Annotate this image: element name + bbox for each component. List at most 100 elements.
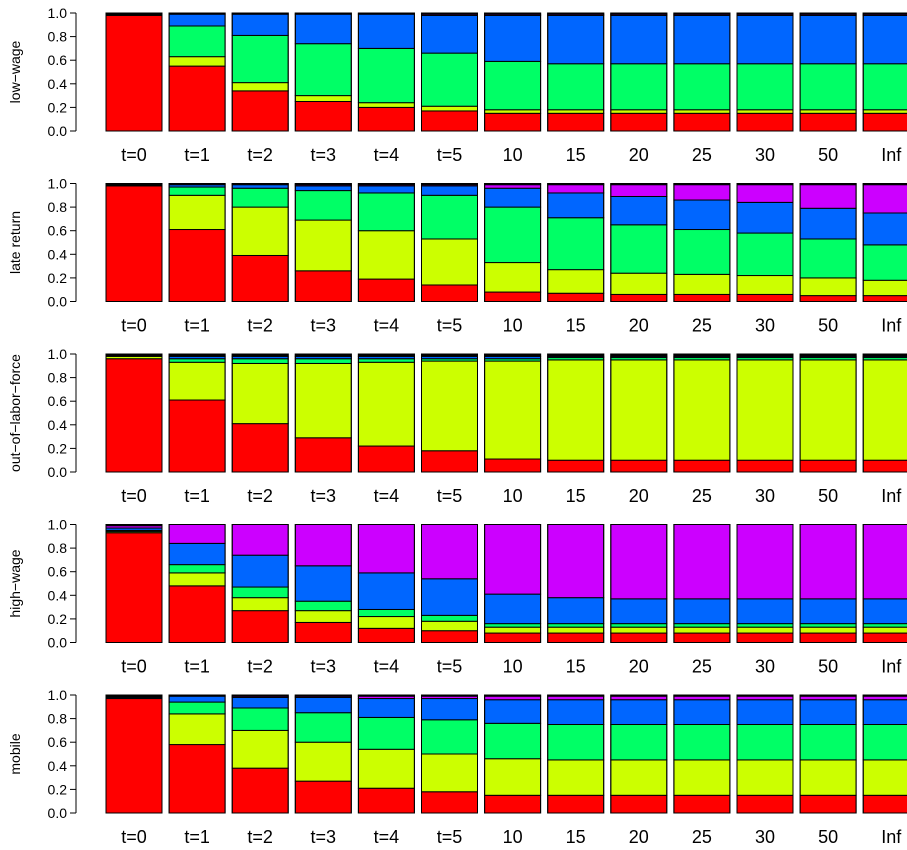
bar-segment <box>421 185 478 196</box>
bar-outline <box>610 353 668 473</box>
bar-segment <box>799 14 857 65</box>
y-tick-label: 0.0 <box>48 805 68 821</box>
bar-segment <box>862 295 907 303</box>
bar-segment <box>484 695 542 701</box>
x-category-label: t=1 <box>184 827 210 847</box>
y-tick-label: 1.0 <box>48 176 68 192</box>
bar-segment <box>421 450 478 473</box>
y-tick-label: 0.8 <box>48 711 68 727</box>
bar-segment <box>357 358 415 363</box>
bar-segment <box>231 586 289 599</box>
bar-segment <box>862 794 907 814</box>
y-tick-label: 0.2 <box>48 270 68 286</box>
bar-segment <box>231 184 289 189</box>
bar-outline <box>357 353 415 473</box>
bar-outline <box>862 183 907 302</box>
bar-segment <box>231 187 289 208</box>
bar-outline <box>610 694 668 814</box>
bar-segment <box>799 207 857 240</box>
x-category-label: 25 <box>692 486 712 506</box>
bar-segment <box>168 564 226 574</box>
x-category-label: t=0 <box>121 657 147 677</box>
y-tick-label: 0.4 <box>48 417 68 433</box>
bar-segment <box>231 767 289 814</box>
x-category-label: t=1 <box>184 486 210 506</box>
bar-segment <box>484 626 542 634</box>
bar-segment <box>421 578 478 616</box>
y-axis-title: late return <box>7 211 23 274</box>
x-category-label: t=5 <box>437 827 463 847</box>
bar-outline <box>105 353 163 473</box>
y-tick-label: 0.4 <box>48 246 68 262</box>
bar-segment <box>547 724 605 761</box>
bar-segment <box>673 112 731 132</box>
bar-segment <box>673 14 731 65</box>
bar-segment <box>294 362 352 439</box>
bar-segment <box>673 724 731 761</box>
x-category-label: Inf <box>881 145 902 165</box>
bar-outline <box>673 694 731 814</box>
bar-segment <box>736 632 794 643</box>
bar-segment <box>231 90 289 132</box>
bar-segment <box>799 632 857 643</box>
bar-segment <box>673 273 731 295</box>
bar-segment <box>673 229 731 275</box>
bar-segment <box>231 206 289 256</box>
bar-segment <box>105 185 163 302</box>
y-tick-label: 0.2 <box>48 99 68 115</box>
bar-segment <box>231 597 289 612</box>
bar-segment <box>610 695 668 701</box>
x-category-label: 15 <box>566 486 586 506</box>
bar-segment <box>547 192 605 219</box>
bar-segment <box>862 459 907 473</box>
bar-segment <box>610 272 668 295</box>
bar-outline <box>231 183 289 302</box>
y-tick-label: 0.0 <box>48 294 68 310</box>
y-tick-label: 0.2 <box>48 781 68 797</box>
bar-outline <box>547 353 605 473</box>
bar-segment <box>799 184 857 209</box>
x-category-label: 25 <box>692 827 712 847</box>
bar-segment <box>294 358 352 364</box>
bar-segment <box>799 109 857 114</box>
bar-outline <box>231 524 289 643</box>
bar-segment <box>547 695 605 701</box>
bar-segment <box>862 632 907 643</box>
bar-segment <box>673 632 731 643</box>
x-category-label: Inf <box>881 827 902 847</box>
bar-segment <box>862 759 907 796</box>
bar-outline <box>673 183 731 302</box>
bar-segment <box>484 109 542 114</box>
bar-segment <box>231 34 289 84</box>
x-category-label: t=4 <box>374 145 400 165</box>
bar-segment <box>231 358 289 364</box>
bar-segment <box>484 206 542 264</box>
bar-segment <box>294 95 352 102</box>
y-tick-label: 1.0 <box>48 687 68 703</box>
bar-segment <box>547 269 605 294</box>
bar-segment <box>610 109 668 114</box>
x-category-label: t=2 <box>247 486 273 506</box>
x-category-label: 25 <box>692 657 712 677</box>
y-tick-label: 0.6 <box>48 52 68 68</box>
bar-segment <box>294 185 352 192</box>
bar-outline <box>294 12 352 132</box>
bar-segment <box>736 232 794 277</box>
bar-segment <box>673 63 731 111</box>
bar-outline <box>484 12 542 132</box>
bar-outline <box>547 694 605 814</box>
y-tick-label: 0.4 <box>48 76 68 92</box>
bar-segment <box>862 359 907 461</box>
bar-outline <box>610 524 668 643</box>
x-category-label: t=1 <box>184 316 210 336</box>
bar-segment <box>484 623 542 628</box>
x-category-label: 50 <box>818 827 838 847</box>
y-tick-label: 0.0 <box>48 464 68 480</box>
x-category-label: t=0 <box>121 316 147 336</box>
x-category-label: t=4 <box>374 316 400 336</box>
bar-segment <box>294 101 352 132</box>
bar-segment <box>673 293 731 303</box>
bar-segment <box>357 748 415 789</box>
bar-outline <box>484 183 542 302</box>
bar-segment <box>799 524 857 600</box>
